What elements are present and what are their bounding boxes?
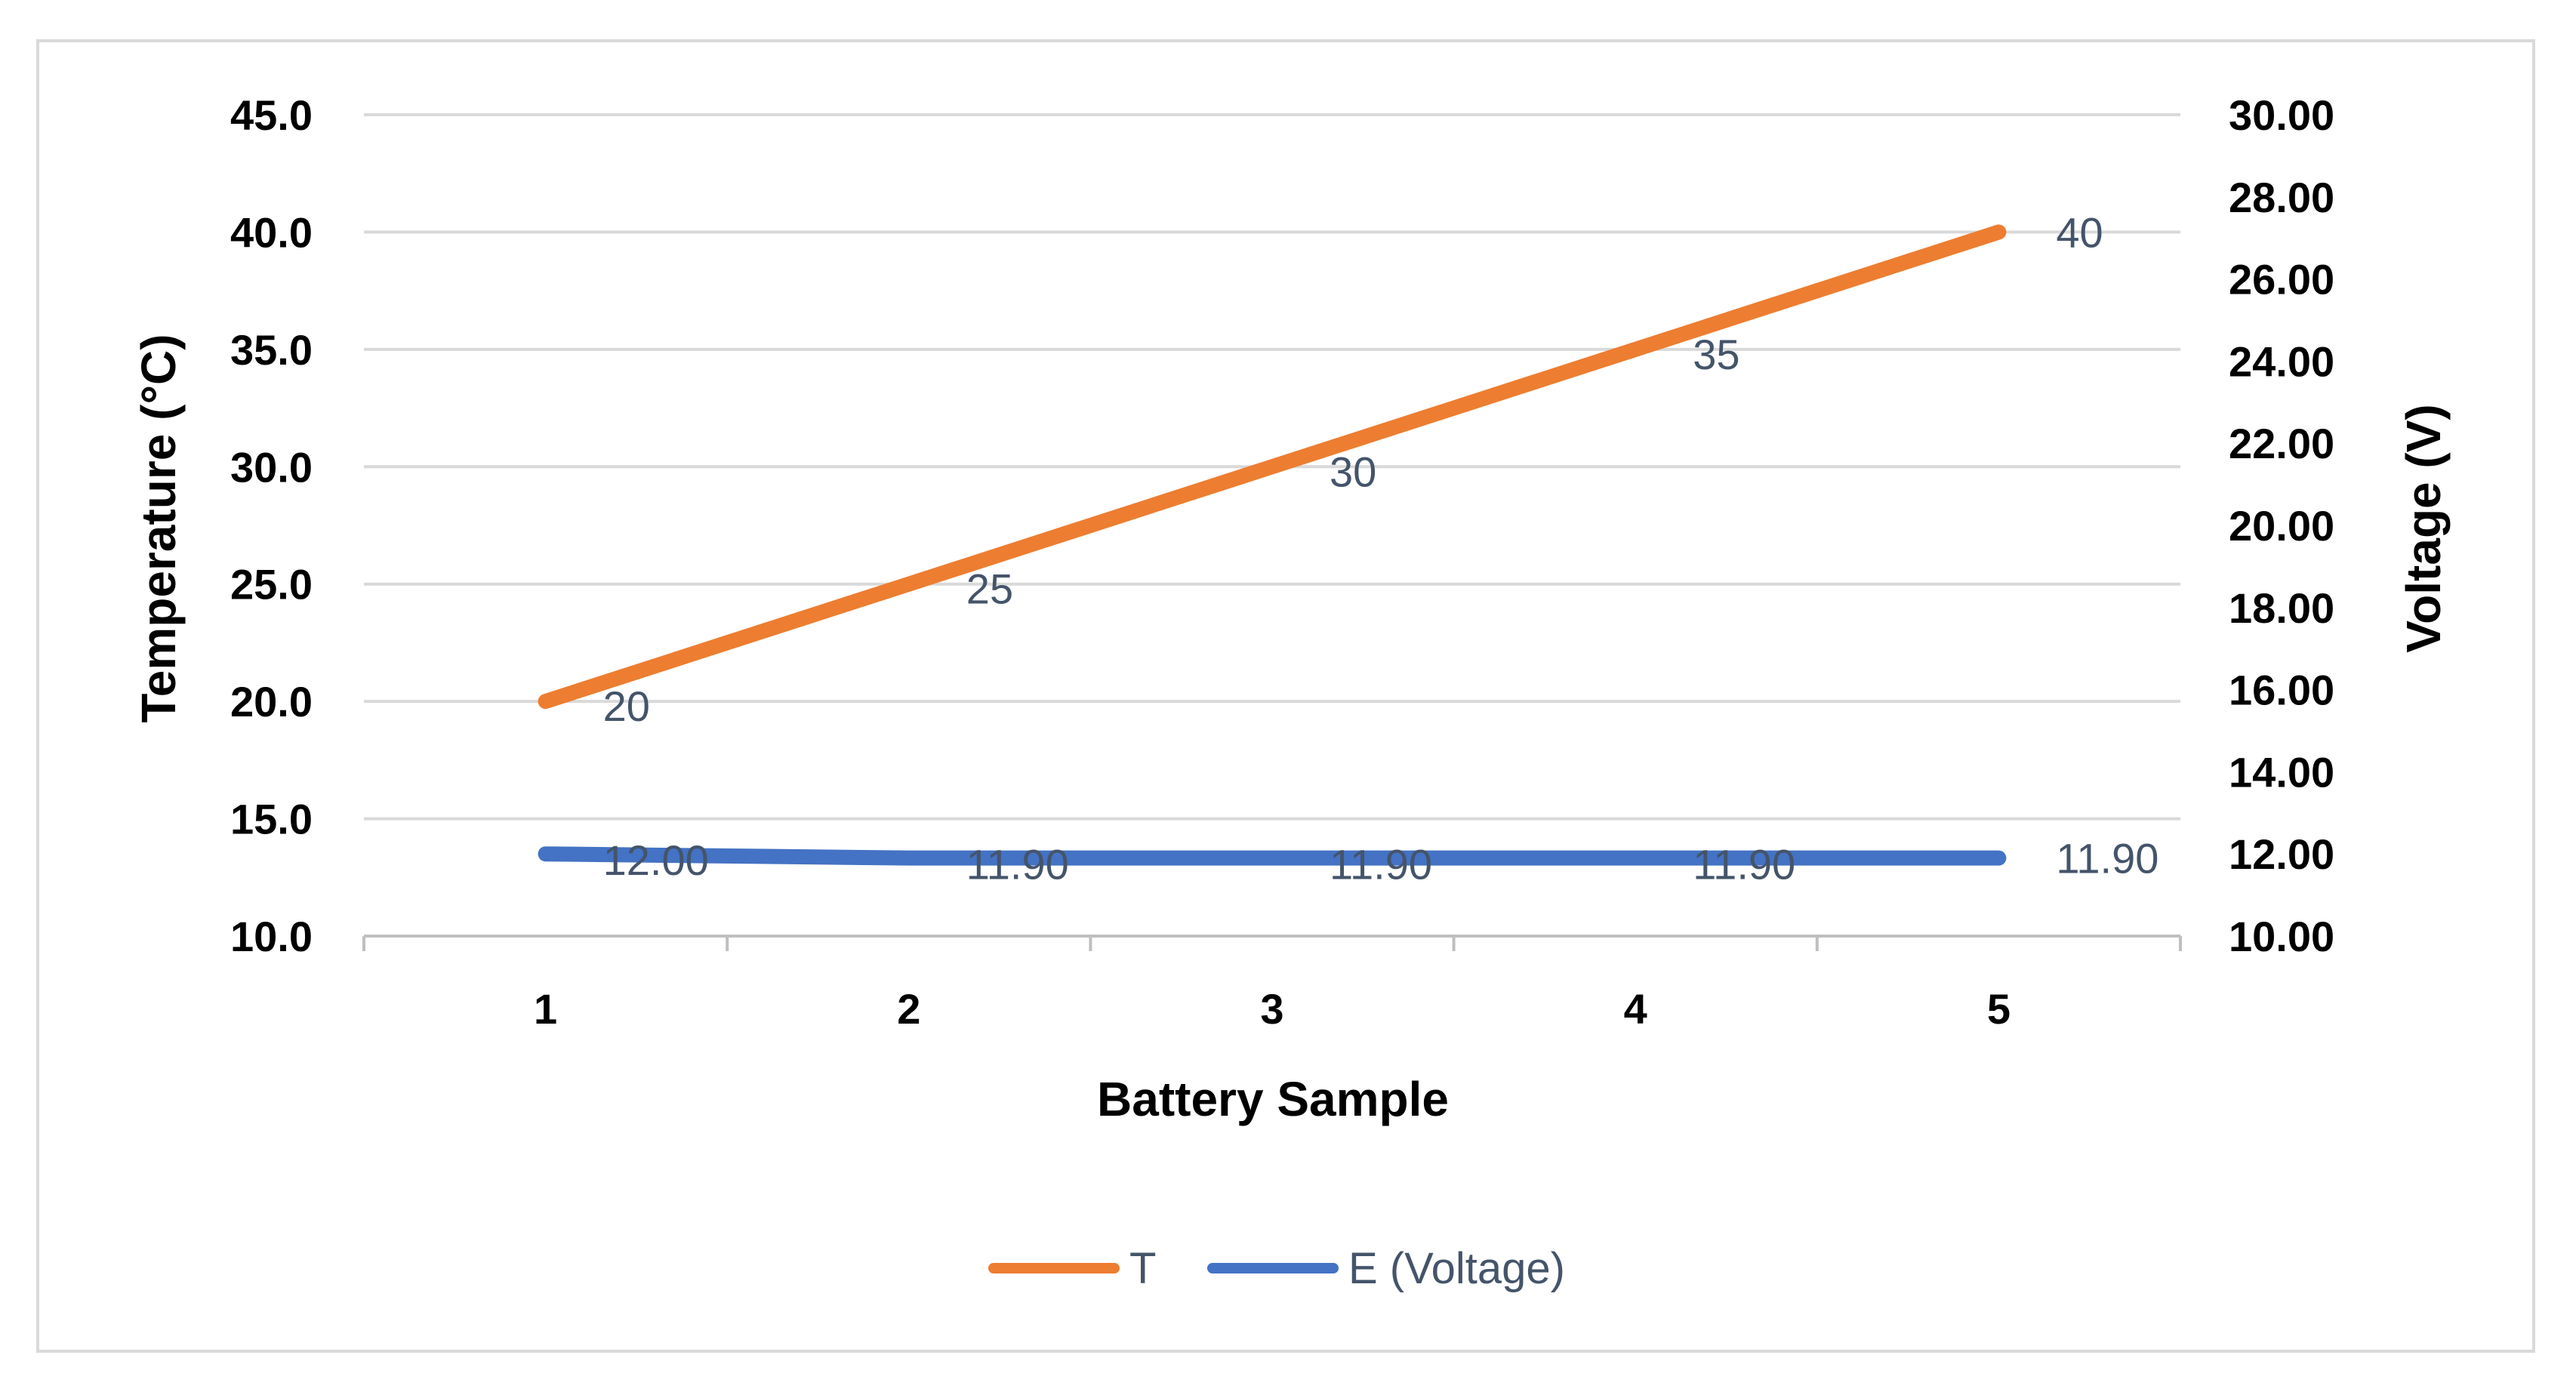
y-tick-label: 30.0 — [230, 443, 313, 491]
y-tick-label: 45.0 — [230, 91, 313, 139]
series-line-t — [538, 224, 2007, 710]
y-tick-label: 15.0 — [230, 796, 313, 843]
data-label: 11.90 — [2056, 835, 2158, 882]
series-lines — [538, 224, 2007, 866]
y2-tick-label: 22.00 — [2229, 420, 2334, 467]
data-label: 11.90 — [1693, 841, 1795, 888]
gridlines — [364, 113, 2180, 821]
y2-tick-label: 24.00 — [2229, 337, 2334, 385]
y-tick-label: 40.0 — [230, 208, 313, 256]
y2-tick-label: 20.00 — [2229, 502, 2334, 550]
data-label: 35 — [1693, 331, 1739, 378]
data-label: 11.90 — [966, 841, 1069, 888]
data-label: 20 — [603, 682, 650, 730]
y2-tick-label: 16.00 — [2229, 667, 2334, 714]
legend-label-t: T — [1129, 1244, 1156, 1293]
y-tick-label: 20.0 — [230, 678, 313, 725]
x-tick-label: 5 — [1987, 985, 2011, 1033]
y-tick-label: 35.0 — [230, 326, 313, 374]
y-tick-label: 10.0 — [230, 913, 313, 960]
data-label: 12.00 — [603, 836, 709, 884]
x-tick-label: 4 — [1624, 985, 1647, 1033]
y-axis-title: Temperature (°C) — [131, 334, 186, 722]
y2-tick-label: 10.00 — [2229, 913, 2334, 960]
legend-label-e: E (Voltage) — [1348, 1244, 1565, 1293]
y2-axis-title: Voltage (V) — [2396, 404, 2451, 653]
x-tick-label: 2 — [897, 985, 920, 1033]
x-tick-label: 1 — [534, 985, 557, 1033]
data-label: 40 — [2056, 208, 2103, 256]
series-line-e — [538, 846, 2007, 866]
data-label: 25 — [966, 565, 1013, 613]
x-axis — [362, 935, 2182, 951]
x-tick-label: 3 — [1260, 985, 1283, 1033]
tick-labels: 10.0 15.0 20.0 25.0 30.0 35.0 40.0 45.0 10.00 12.… — [230, 91, 2334, 1033]
x-axis-title: Battery Sample — [1097, 1072, 1449, 1126]
y-tick-label: 25.0 — [230, 561, 313, 608]
y2-tick-label: 28.00 — [2229, 174, 2334, 221]
y2-tick-label: 14.00 — [2229, 748, 2334, 796]
data-label: 11.90 — [1330, 841, 1432, 888]
y2-tick-label: 18.00 — [2229, 584, 2334, 632]
legend: T E (Voltage) — [988, 1244, 1565, 1293]
data-labels: 20 25 30 35 40 12.00 11.90 11.90 11.90 11.90 — [603, 208, 2159, 888]
y2-tick-label: 26.00 — [2229, 256, 2334, 303]
chart-frame — [36, 39, 2535, 1353]
data-label: 30 — [1330, 448, 1376, 495]
y2-tick-label: 12.00 — [2229, 830, 2334, 878]
y2-tick-label: 30.00 — [2229, 91, 2334, 139]
